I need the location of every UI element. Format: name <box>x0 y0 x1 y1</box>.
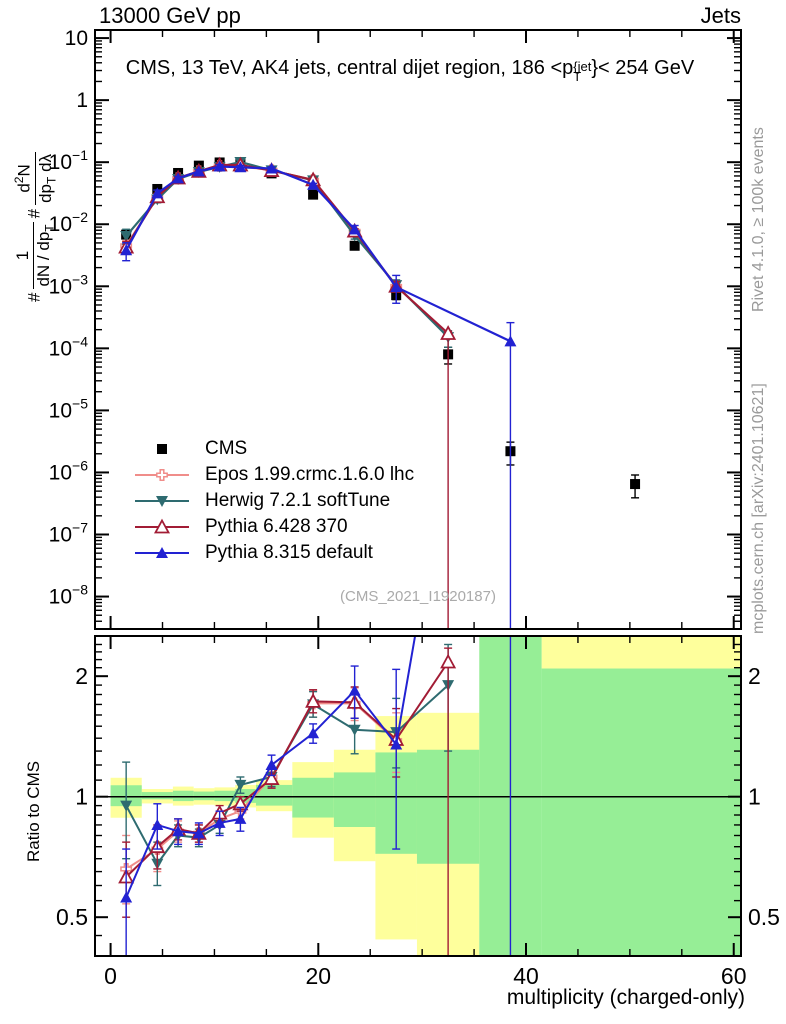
svg-text:0: 0 <box>104 963 117 989</box>
legend: CMS Epos 1.99.crmc.1.6.0 lhc Herwig 7.2.… <box>133 436 414 566</box>
legend-item-cms: CMS <box>133 436 414 462</box>
main-y-axis-label: #1 dN / dpT # d2N dpT dλ <box>12 151 59 302</box>
svg-text:10−6: 10−6 <box>49 457 89 484</box>
svg-text:0.5: 0.5 <box>56 904 88 930</box>
svg-text:10−3: 10−3 <box>49 271 89 298</box>
svg-text:10−2: 10−2 <box>49 209 89 236</box>
plot-title: CMS, 13 TeV, AK4 jets, central dijet reg… <box>125 57 695 84</box>
x-axis-label: multiplicity (charged-only) <box>506 986 745 1009</box>
legend-item-epos: Epos 1.99.crmc.1.6.0 lhc <box>133 462 414 488</box>
analysis-category-label: Jets <box>700 3 741 28</box>
svg-text:20: 20 <box>305 963 331 989</box>
cms-marker-icon <box>157 444 167 454</box>
svg-text:10: 10 <box>65 27 88 50</box>
svg-text:10−8: 10−8 <box>49 582 89 609</box>
series-main-0 <box>120 159 403 293</box>
series-ratio-3 <box>120 637 512 955</box>
svg-text:10−4: 10−4 <box>49 333 89 360</box>
svg-text:1: 1 <box>748 784 761 810</box>
svg-text:10−1: 10−1 <box>49 147 89 174</box>
pythia6-marker-icon <box>135 518 189 534</box>
analysis-id-watermark: (CMS_2021_I1920187) <box>340 588 496 605</box>
svg-text:40: 40 <box>513 963 539 989</box>
svg-text:0.5: 0.5 <box>748 904 780 930</box>
beam-energy-label: 13000 GeV pp <box>99 3 241 28</box>
pythia8-marker-icon <box>135 547 189 558</box>
legend-label: Pythia 6.428 370 <box>205 516 348 537</box>
pt-jet-stack: {jet T <box>573 58 592 84</box>
svg-text:2: 2 <box>748 663 761 689</box>
svg-text:1: 1 <box>75 784 88 810</box>
legend-label: Herwig 7.2.1 softTune <box>205 490 391 511</box>
rivet-version-note: Rivet 4.1.0, ≥ 100k events <box>750 127 767 312</box>
mcplots-arxiv-note: mcplots.cern.ch [arXiv:2401.10621] <box>750 383 767 634</box>
legend-label: CMS <box>205 438 248 459</box>
legend-label: Epos 1.99.crmc.1.6.0 lhc <box>205 464 415 485</box>
axis-ticks <box>95 30 741 956</box>
svg-text:10−7: 10−7 <box>49 520 89 547</box>
legend-label: Pythia 8.315 default <box>205 542 373 563</box>
ratio-y-axis-label: Ratio to CMS <box>24 760 43 862</box>
svg-text:10−5: 10−5 <box>49 395 89 422</box>
svg-text:2: 2 <box>75 663 88 689</box>
ratio-panel-series <box>118 637 512 955</box>
svg-text:60: 60 <box>721 963 747 989</box>
epos-marker-icon <box>135 469 189 481</box>
legend-item-herwig: Herwig 7.2.1 softTune <box>133 488 414 514</box>
legend-item-pythia8: Pythia 8.315 default <box>133 540 414 566</box>
series-main-3 <box>120 160 517 628</box>
legend-item-pythia6: Pythia 6.428 370 <box>133 514 414 540</box>
svg-text:1: 1 <box>76 89 88 112</box>
main-panel-series <box>118 156 641 628</box>
herwig-marker-icon <box>135 496 189 507</box>
